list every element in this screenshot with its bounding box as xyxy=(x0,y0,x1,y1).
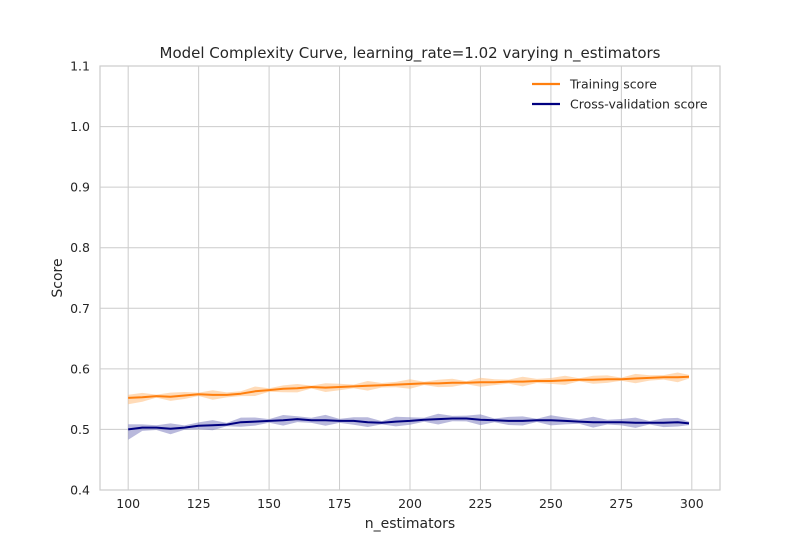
chart-title: Model Complexity Curve, learning_rate=1.… xyxy=(160,44,661,63)
x-tick-label: 225 xyxy=(469,496,493,511)
x-axis-label: n_estimators xyxy=(365,516,455,532)
x-tick-label: 175 xyxy=(328,496,352,511)
y-tick-label: 1.1 xyxy=(70,59,90,74)
y-tick-label: 0.7 xyxy=(70,301,90,316)
y-tick-label: 0.5 xyxy=(70,422,90,437)
y-tick-label: 0.6 xyxy=(70,361,90,376)
x-tick-label: 250 xyxy=(539,496,563,511)
x-tick-label: 200 xyxy=(398,496,422,511)
x-tick-label: 125 xyxy=(187,496,211,511)
x-tick-label: 100 xyxy=(116,496,140,511)
plot-frame xyxy=(99,65,721,491)
y-tick-labels: 0.4 0.5 0.6 0.7 0.8 0.9 1.0 1.1 xyxy=(70,59,90,498)
x-tick-label: 275 xyxy=(609,496,633,511)
y-tick-label: 0.9 xyxy=(70,180,90,195)
legend: Training score Cross-validation score xyxy=(532,77,708,112)
y-tick-label: 0.8 xyxy=(70,240,90,255)
series-line-1 xyxy=(128,417,690,431)
series-line-0 xyxy=(128,375,690,399)
y-tick-label: 1.0 xyxy=(70,119,90,134)
y-axis-label: Score xyxy=(50,258,66,297)
x-tick-labels: 100 125 150 175 200 225 250 275 300 xyxy=(116,496,704,511)
series-lines xyxy=(128,375,690,431)
legend-label-cross-validation: Cross-validation score xyxy=(570,97,708,112)
legend-label-training: Training score xyxy=(569,77,657,92)
y-tick-label: 0.4 xyxy=(70,483,90,498)
x-tick-label: 150 xyxy=(257,496,281,511)
x-tick-label: 300 xyxy=(680,496,704,511)
